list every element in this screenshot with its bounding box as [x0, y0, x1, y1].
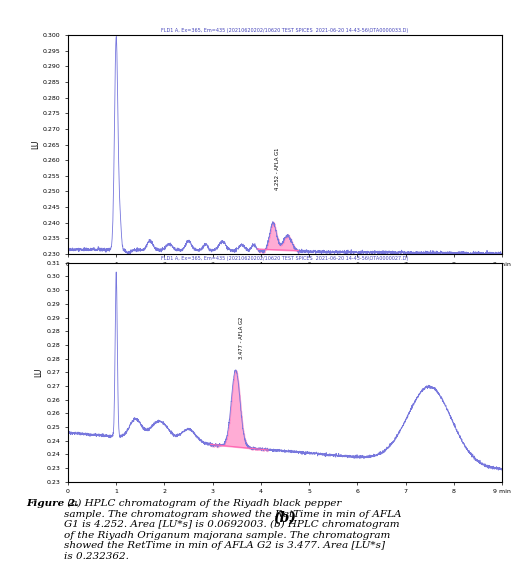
Text: (a): (a) — [274, 283, 296, 297]
Title: FLD1 A, Ex=365, Em=435 (20210620202/10620 TEST SPICES  2021-06-20 14-43-56\OTA00: FLD1 A, Ex=365, Em=435 (20210620202/1062… — [162, 256, 408, 261]
Title: FLD1 A, Ex=365, Em=435 (20210620202/10620 TEST SPICES  2021-06-20 14-43-56\OTA00: FLD1 A, Ex=365, Em=435 (20210620202/1062… — [162, 28, 408, 33]
Text: 4.252 - AFLA G1: 4.252 - AFLA G1 — [275, 147, 280, 190]
Text: (a) HPLC chromatogram of the Riyadh black pepper
sample. The chromatogram showed: (a) HPLC chromatogram of the Riyadh blac… — [64, 499, 401, 561]
Y-axis label: LU: LU — [35, 367, 44, 377]
Text: 3.477 - AFLA G2: 3.477 - AFLA G2 — [239, 317, 244, 359]
Y-axis label: LU: LU — [31, 140, 40, 150]
Text: (b): (b) — [274, 510, 297, 524]
Text: Figure 2.: Figure 2. — [26, 499, 79, 508]
